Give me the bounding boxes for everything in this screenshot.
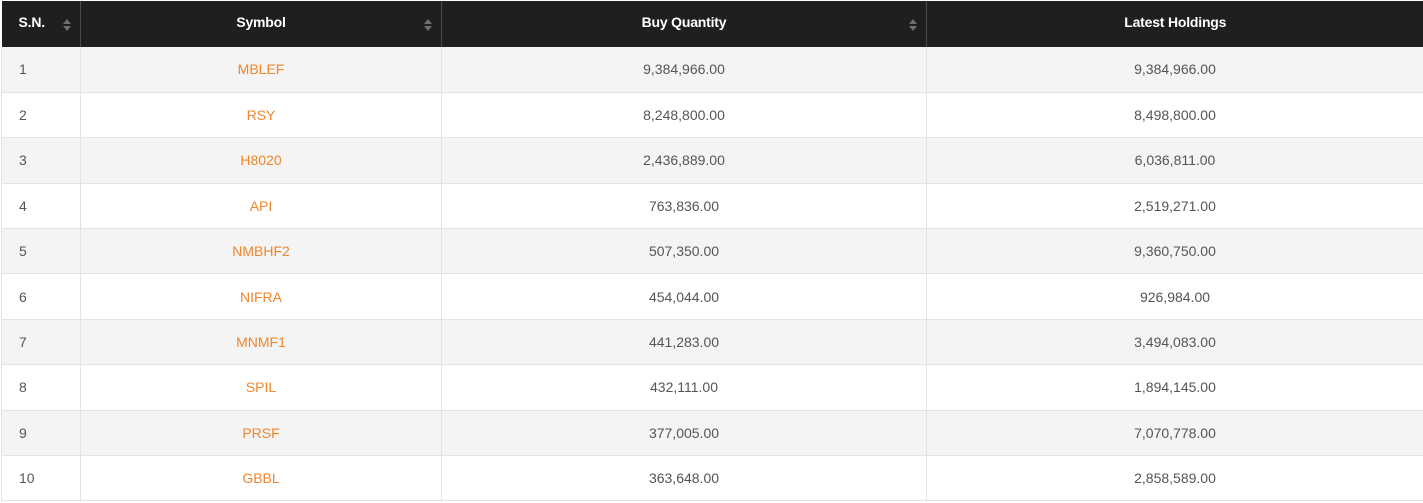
cell-symbol: NMBHF2 [80, 228, 442, 275]
table-header: S.N. Symbol Buy Quantity Latest Holdings [1, 1, 1423, 47]
table-row: 7 MNMF1 441,283.00 3,494,083.00 [1, 319, 1423, 366]
cell-symbol: GBBL [80, 455, 442, 502]
table-row: 6 NIFRA 454,044.00 926,984.00 [1, 273, 1423, 320]
cell-latest-holdings: 6,036,811.00 [926, 137, 1423, 184]
cell-latest-holdings: 9,384,966.00 [926, 47, 1423, 93]
table-row: 9 PRSF 377,005.00 7,070,778.00 [1, 410, 1423, 457]
cell-buy-quantity: 507,350.00 [441, 228, 927, 275]
cell-latest-holdings: 1,894,145.00 [926, 364, 1423, 411]
column-header-symbol[interactable]: Symbol [80, 1, 442, 47]
table-row: 4 API 763,836.00 2,519,271.00 [1, 183, 1423, 230]
cell-buy-quantity: 8,248,800.00 [441, 92, 927, 139]
column-header-label: Latest Holdings [1124, 14, 1227, 30]
table-row: 3 H8020 2,436,889.00 6,036,811.00 [1, 137, 1423, 184]
cell-symbol: H8020 [80, 137, 442, 184]
table-row: 1 MBLEF 9,384,966.00 9,384,966.00 [1, 47, 1423, 93]
cell-latest-holdings: 926,984.00 [926, 273, 1423, 320]
column-header-sn[interactable]: S.N. [1, 1, 81, 47]
symbol-link[interactable]: GBBL [242, 470, 280, 487]
cell-buy-quantity: 2,436,889.00 [441, 137, 927, 184]
cell-symbol: MNMF1 [80, 319, 442, 366]
column-header-label: Symbol [236, 14, 286, 30]
symbol-link[interactable]: SPIL [245, 379, 277, 396]
cell-symbol: API [80, 183, 442, 230]
symbol-link[interactable]: API [249, 197, 273, 214]
column-header-buy-quantity[interactable]: Buy Quantity [441, 1, 927, 47]
cell-latest-holdings: 9,360,750.00 [926, 228, 1423, 275]
cell-buy-quantity: 363,648.00 [441, 455, 927, 502]
cell-symbol: SPIL [80, 364, 442, 411]
column-header-label: S.N. [18, 14, 46, 30]
sort-icon[interactable] [63, 19, 71, 31]
cell-sn: 8 [1, 364, 81, 411]
cell-sn: 9 [1, 410, 81, 457]
column-header-label: Buy Quantity [641, 14, 727, 30]
cell-symbol: MBLEF [80, 47, 442, 93]
table-row: 10 GBBL 363,648.00 2,858,589.00 [1, 455, 1423, 502]
cell-buy-quantity: 763,836.00 [441, 183, 927, 230]
cell-sn: 1 [1, 47, 81, 93]
cell-sn: 5 [1, 228, 81, 275]
cell-symbol: NIFRA [80, 273, 442, 320]
table-row: 5 NMBHF2 507,350.00 9,360,750.00 [1, 228, 1423, 275]
cell-sn: 3 [1, 137, 81, 184]
cell-symbol: PRSF [80, 410, 442, 457]
symbol-link[interactable]: PRSF [242, 424, 280, 441]
sort-icon[interactable] [424, 19, 432, 31]
symbol-link[interactable]: RSY [246, 107, 276, 124]
symbol-link[interactable]: NIFRA [240, 288, 282, 305]
cell-buy-quantity: 377,005.00 [441, 410, 927, 457]
cell-sn: 7 [1, 319, 81, 366]
cell-buy-quantity: 9,384,966.00 [441, 47, 927, 93]
cell-sn: 2 [1, 92, 81, 139]
table-row: 2 RSY 8,248,800.00 8,498,800.00 [1, 92, 1423, 139]
cell-symbol: RSY [80, 92, 442, 139]
cell-sn: 6 [1, 273, 81, 320]
cell-buy-quantity: 441,283.00 [441, 319, 927, 366]
table-row: 8 SPIL 432,111.00 1,894,145.00 [1, 364, 1423, 411]
cell-latest-holdings: 7,070,778.00 [926, 410, 1423, 457]
cell-sn: 4 [1, 183, 81, 230]
symbol-link[interactable]: MBLEF [237, 61, 285, 78]
column-header-latest-holdings: Latest Holdings [927, 1, 1423, 47]
table-body: 1 MBLEF 9,384,966.00 9,384,966.00 2 RSY 8,248,… [1, 47, 1423, 502]
cell-sn: 10 [1, 455, 81, 502]
sort-icon[interactable] [909, 19, 917, 31]
cell-buy-quantity: 432,111.00 [441, 364, 927, 411]
cell-latest-holdings: 3,494,083.00 [926, 319, 1423, 366]
cell-latest-holdings: 2,519,271.00 [926, 183, 1423, 230]
symbol-link[interactable]: MNMF1 [236, 334, 286, 351]
cell-latest-holdings: 2,858,589.00 [926, 455, 1423, 502]
cell-buy-quantity: 454,044.00 [441, 273, 927, 320]
cell-latest-holdings: 8,498,800.00 [926, 92, 1423, 139]
symbol-link[interactable]: NMBHF2 [232, 243, 290, 260]
header-row: S.N. Symbol Buy Quantity Latest Holdings [1, 1, 1423, 47]
symbol-link[interactable]: H8020 [240, 152, 282, 169]
